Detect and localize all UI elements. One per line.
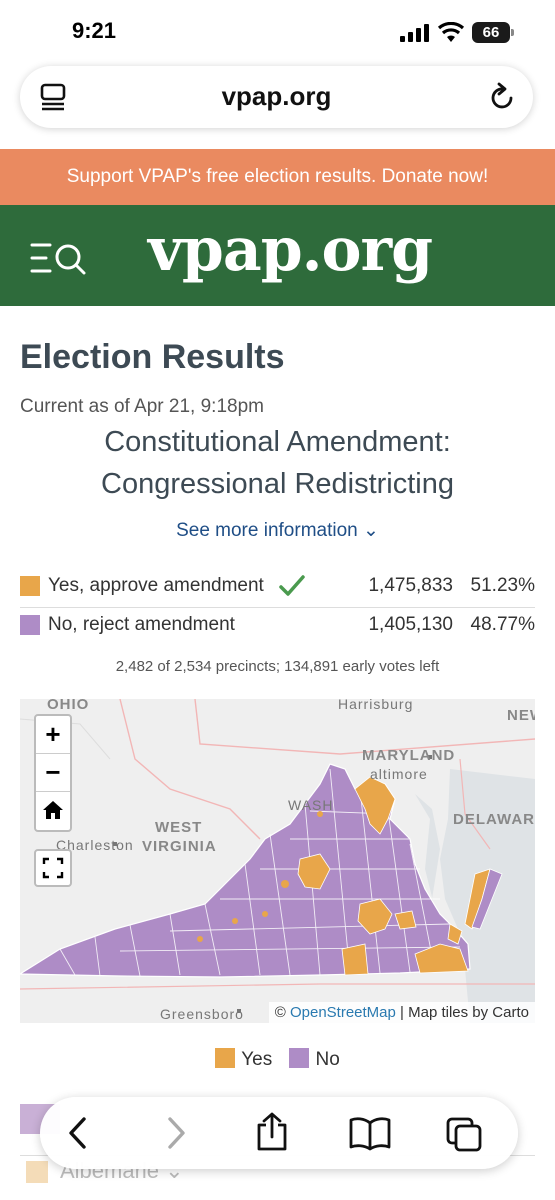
no-swatch bbox=[20, 615, 40, 635]
race-title-line2: Congressional Redistricting bbox=[101, 468, 454, 500]
wifi-icon bbox=[437, 22, 465, 42]
page-title: Election Results bbox=[20, 338, 285, 376]
map-label-washington: WASH bbox=[288, 797, 334, 813]
map-attribution: © OpenStreetMap | Map tiles by Carto bbox=[268, 1002, 535, 1023]
result-pct: 48.77% bbox=[470, 614, 535, 635]
yes-swatch bbox=[20, 576, 40, 596]
locality-swatch bbox=[26, 1161, 48, 1183]
url-text[interactable]: vpap.org bbox=[221, 81, 332, 111]
legend-no-label: No bbox=[315, 1049, 340, 1070]
nova-counties bbox=[354, 776, 396, 835]
forward-icon[interactable] bbox=[164, 1115, 188, 1151]
legend-no-swatch bbox=[289, 1048, 310, 1068]
result-row-yes: Yes, approve amendment 1,475,833 51.23% bbox=[20, 570, 535, 608]
map-label-ohio: OHIO bbox=[47, 699, 90, 713]
attribution-suffix: | Map tiles by Carto bbox=[395, 1004, 529, 1021]
address-bar[interactable]: vpap.org bbox=[20, 66, 533, 128]
map-label-charleston: Charleston bbox=[56, 837, 134, 853]
legend-no: No bbox=[289, 1048, 340, 1071]
bookmarks-icon[interactable] bbox=[348, 1115, 392, 1151]
signal-icon bbox=[400, 24, 429, 42]
map-label-west: WEST bbox=[155, 819, 203, 836]
tabs-icon[interactable] bbox=[444, 1115, 484, 1153]
map-label-baltimore: altimore bbox=[370, 766, 428, 782]
timestamp: Current as of Apr 21, 9:18pm bbox=[20, 396, 264, 417]
share-icon[interactable] bbox=[254, 1111, 290, 1153]
result-votes: 1,475,833 bbox=[368, 575, 453, 596]
openstreetmap-link[interactable]: OpenStreetMap bbox=[289, 1004, 396, 1021]
map-label-maryland: MARYLAND bbox=[362, 747, 456, 764]
zoom-out-button[interactable]: − bbox=[36, 754, 70, 792]
fullscreen-icon bbox=[42, 857, 64, 879]
menu-search-icon[interactable] bbox=[28, 239, 88, 279]
map-label-virginia: VIRGINIA bbox=[142, 838, 217, 855]
race-title-line1: Constitutional Amendment: bbox=[104, 426, 451, 458]
site-header: vpap.org bbox=[0, 205, 555, 306]
home-icon bbox=[43, 801, 63, 819]
result-votes: 1,405,130 bbox=[368, 614, 453, 635]
winner-check-icon bbox=[279, 575, 305, 596]
browser-toolbar bbox=[40, 1097, 518, 1169]
precincts-reporting: 2,482 of 2,534 precincts; 134,891 early … bbox=[115, 658, 440, 675]
map-canvas[interactable] bbox=[20, 699, 535, 1023]
legend-yes-swatch bbox=[215, 1048, 236, 1068]
zoom-controls: + − bbox=[34, 714, 72, 832]
status-time: 9:21 bbox=[72, 18, 117, 43]
zoom-in-button[interactable]: + bbox=[36, 716, 70, 754]
legend-yes-label: Yes bbox=[241, 1049, 273, 1070]
richmond-area bbox=[357, 898, 393, 935]
battery-tip bbox=[511, 29, 514, 36]
legend-yes: Yes bbox=[215, 1048, 272, 1071]
result-row-no: No, reject amendment 1,405,130 48.77% bbox=[20, 609, 535, 647]
status-bar: 9:21 66 bbox=[0, 0, 555, 62]
donate-banner[interactable]: Support VPAP's free election results. Do… bbox=[0, 149, 555, 205]
map-label-new: NEW bbox=[507, 707, 535, 724]
battery-icon: 66 bbox=[472, 22, 510, 43]
home-button[interactable] bbox=[36, 792, 70, 830]
virginia-shape bbox=[20, 763, 471, 978]
map-label-harrisburg: Harrisburg bbox=[338, 699, 414, 712]
attribution-prefix: © bbox=[274, 1004, 290, 1021]
hampton-roads bbox=[414, 943, 469, 974]
result-label: Yes, approve amendment bbox=[48, 575, 264, 596]
map-label-delaware: DELAWARE bbox=[453, 811, 535, 828]
site-logo[interactable]: vpap.org bbox=[148, 215, 433, 285]
fullscreen-button[interactable] bbox=[34, 849, 72, 887]
reload-icon[interactable] bbox=[489, 81, 517, 111]
back-icon[interactable] bbox=[66, 1115, 90, 1151]
result-label: No, reject amendment bbox=[48, 614, 235, 635]
albemarle-county bbox=[297, 853, 331, 890]
result-pct: 51.23% bbox=[470, 575, 535, 596]
see-more-link[interactable]: See more information ⌄ bbox=[176, 520, 379, 541]
results-map[interactable]: OHIO Harrisburg NEW MARYLAND altimore DE… bbox=[20, 699, 535, 1023]
map-legend: Yes No bbox=[0, 1048, 555, 1071]
map-label-greensboro: Greensboro bbox=[160, 1006, 244, 1022]
page-menu-icon[interactable] bbox=[40, 83, 66, 111]
